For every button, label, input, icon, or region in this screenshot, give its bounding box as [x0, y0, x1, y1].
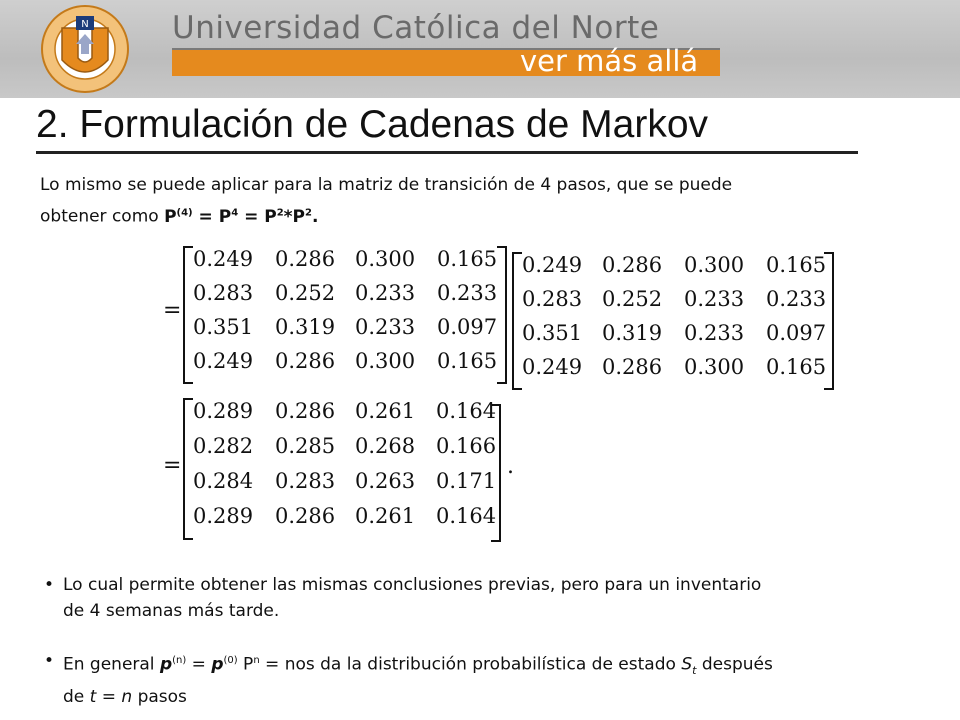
slide-title: 2. Formulación de Cadenas de Markov: [36, 103, 709, 146]
matrix-cell: 0.289: [193, 504, 254, 528]
matrix-cell: 0.249: [193, 349, 254, 373]
bullet-1-line-2: de 4 semanas más tarde.: [63, 601, 280, 621]
matrix-cell: 0.165: [437, 247, 498, 271]
matrix-cell: 0.284: [193, 469, 254, 493]
matrix-cell: 0.165: [437, 349, 498, 373]
matrix-cell: 0.300: [684, 355, 745, 379]
bullet-marker: •: [44, 651, 55, 671]
matrix-cell: 0.252: [602, 287, 663, 311]
matrix-cell: 0.233: [684, 321, 745, 345]
matrix-cell: 0.300: [355, 247, 416, 271]
matrix-cell: 0.289: [193, 399, 254, 423]
matrix-cell: 0.233: [355, 281, 416, 305]
matrix-cell: 0.097: [766, 321, 827, 345]
matrix-cell: 0.300: [355, 349, 416, 373]
matrix-cell: 0.351: [522, 321, 583, 345]
bullet-item-1: • Lo cual permite obtener las mismas con…: [44, 572, 956, 626]
matrix-cell: 0.351: [193, 315, 254, 339]
matrix-cell: 0.261: [355, 399, 416, 423]
bullet-marker: •: [44, 575, 55, 595]
matrix-cell: 0.282: [193, 434, 254, 458]
right-bracket: [824, 252, 834, 390]
matrix-cell: 0.286: [602, 355, 663, 379]
matrix-cell: 0.233: [355, 315, 416, 339]
matrix-cell: 0.283: [522, 287, 583, 311]
intro-line-2-prefix: obtener como: [40, 206, 165, 227]
matrix-cell: 0.286: [275, 247, 336, 271]
matrix-cell: 0.286: [602, 253, 663, 277]
matrix-cell: 0.319: [602, 321, 663, 345]
matrix-cell: 0.233: [684, 287, 745, 311]
equals-sign-2: =: [163, 453, 182, 478]
formula: P(4) = P4 = P2*P2.: [164, 206, 319, 227]
bullet-item-2: • En general p(n) = p(0) Pn = nos da la …: [44, 648, 956, 707]
intro-line-1: Lo mismo se puede aplicar para la matriz…: [40, 175, 733, 195]
header-banner: N Universidad Católica del Norte ver más…: [0, 0, 960, 98]
tagline: ver más allá: [520, 44, 699, 78]
intro-paragraph: Lo mismo se puede aplicar para la matriz…: [40, 172, 940, 231]
matrix-cell: 0.283: [193, 281, 254, 305]
right-bracket: [497, 246, 507, 384]
matrix-cell: 0.233: [437, 281, 498, 305]
matrix-cell: 0.263: [355, 469, 416, 493]
matrix-cell: 0.286: [275, 349, 336, 373]
left-bracket: [512, 252, 522, 390]
matrix-cell: 0.283: [275, 469, 336, 493]
bullet-1-line-1: Lo cual permite obtener las mismas concl…: [63, 575, 762, 595]
left-bracket: [183, 246, 193, 384]
left-bracket: [183, 398, 193, 540]
matrix-cell: 0.165: [766, 355, 827, 379]
matrix-cell: 0.319: [275, 315, 336, 339]
banner-divider: [172, 48, 720, 50]
matrix-cell: 0.165: [766, 253, 827, 277]
matrix-cell: 0.233: [766, 287, 827, 311]
matrix-cell: 0.166: [436, 434, 497, 458]
matrix-cell: 0.286: [275, 504, 336, 528]
matrix-cell: 0.249: [193, 247, 254, 271]
result-period: .: [507, 454, 514, 479]
matrix-cell: 0.171: [436, 469, 497, 493]
university-name: Universidad Católica del Norte: [172, 10, 660, 46]
matrix-cell: 0.261: [355, 504, 416, 528]
matrix-cell: 0.164: [436, 399, 497, 423]
right-bracket: [491, 404, 501, 542]
svg-text:N: N: [81, 19, 88, 30]
matrix-cell: 0.268: [355, 434, 416, 458]
tagline-bar: [172, 50, 720, 76]
matrix-cell: 0.286: [275, 399, 336, 423]
matrix-cell: 0.285: [275, 434, 336, 458]
matrix-cell: 0.300: [684, 253, 745, 277]
matrix-cell: 0.164: [436, 504, 497, 528]
matrix-cell: 0.097: [437, 315, 498, 339]
matrix-cell: 0.252: [275, 281, 336, 305]
university-shield-icon: N: [41, 5, 129, 93]
bullet-2-text: En general p(n) = p(0) Pn = nos da la di…: [63, 654, 773, 708]
equals-sign-1: =: [163, 298, 182, 323]
matrix-cell: 0.249: [522, 355, 583, 379]
matrix-cell: 0.249: [522, 253, 583, 277]
title-underline: [36, 151, 858, 154]
